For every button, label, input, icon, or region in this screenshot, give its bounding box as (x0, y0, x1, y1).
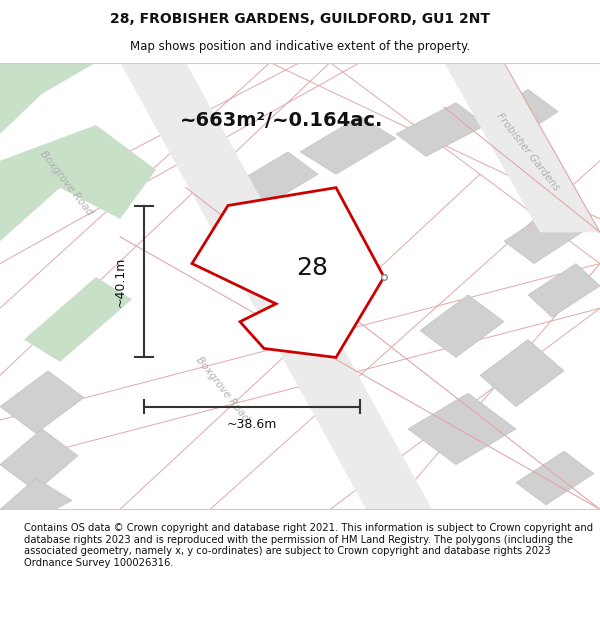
Polygon shape (300, 116, 396, 174)
Polygon shape (0, 429, 78, 491)
Polygon shape (0, 62, 96, 134)
Polygon shape (0, 478, 72, 522)
Polygon shape (228, 152, 318, 210)
Text: 28: 28 (296, 256, 328, 280)
Text: Frobisher Gardens: Frobisher Gardens (494, 111, 562, 192)
Text: ~40.1m: ~40.1m (113, 256, 127, 307)
Polygon shape (408, 393, 516, 465)
Polygon shape (516, 451, 594, 505)
Polygon shape (480, 89, 558, 143)
Text: ~38.6m: ~38.6m (227, 418, 277, 431)
Polygon shape (0, 371, 84, 433)
Text: Contains OS data © Crown copyright and database right 2021. This information is : Contains OS data © Crown copyright and d… (24, 523, 593, 568)
Polygon shape (396, 102, 486, 156)
Polygon shape (420, 295, 504, 358)
Polygon shape (0, 125, 156, 241)
Polygon shape (120, 62, 432, 509)
Polygon shape (480, 339, 564, 407)
Polygon shape (504, 210, 582, 264)
Text: 28, FROBISHER GARDENS, GUILDFORD, GU1 2NT: 28, FROBISHER GARDENS, GUILDFORD, GU1 2N… (110, 12, 490, 26)
Text: Boxgrove Road: Boxgrove Road (194, 354, 250, 423)
Text: ~663m²/~0.164ac.: ~663m²/~0.164ac. (181, 111, 383, 130)
Polygon shape (528, 264, 600, 318)
Text: Map shows position and indicative extent of the property.: Map shows position and indicative extent… (130, 41, 470, 53)
Polygon shape (444, 62, 600, 232)
Polygon shape (192, 188, 384, 358)
Text: Boxgrove Road: Boxgrove Road (38, 149, 94, 218)
Polygon shape (24, 277, 132, 362)
